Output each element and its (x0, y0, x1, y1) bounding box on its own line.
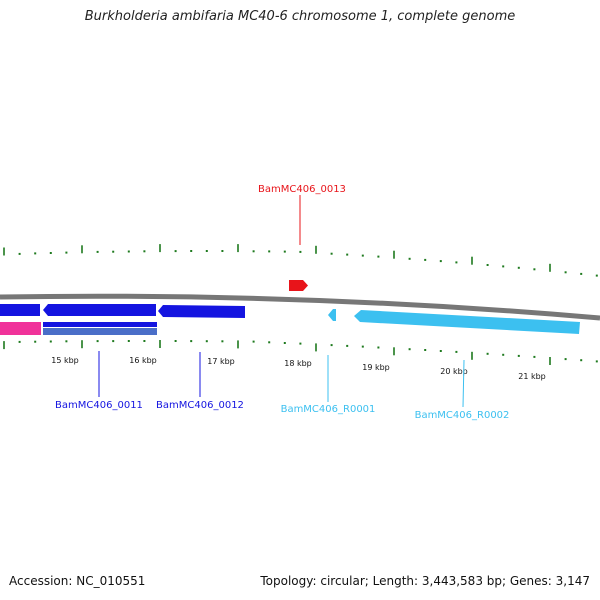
gene-label-BamMC406_0013[interactable]: BamMC406_0013 (258, 184, 346, 195)
annotation-bar-blue[interactable] (43, 322, 157, 335)
scale-label-20kbp: 20 kbp (440, 367, 468, 376)
gene-BamMC406_0013-arrow[interactable] (289, 280, 308, 291)
chromosome-backbone (0, 293, 600, 321)
genome-title: Burkholderia ambifaria MC40-6 chromosome… (84, 9, 516, 24)
gene-arrow-left-edge[interactable] (0, 304, 40, 316)
accession-text: Accession: NC_010551 (9, 574, 146, 588)
gene-label-BamMC406_R0002[interactable]: BamMC406_R0002 (415, 410, 510, 421)
scale-label-15kbp: 15 kbp (51, 356, 79, 365)
scale-label-19kbp: 19 kbp (362, 363, 390, 372)
scale-label-21kbp: 21 kbp (518, 372, 546, 381)
outer-scale-ticks (3, 244, 598, 277)
scale-label-16kbp: 16 kbp (129, 356, 157, 365)
gene-BamMC406_R0002-arrow[interactable] (354, 310, 580, 334)
leader-line-R0002 (462, 359, 465, 408)
gene-BamMC406_R0001-arrow[interactable] (328, 309, 336, 321)
scale-label-17kbp: 17 kbp (207, 357, 235, 366)
scale-label-18kbp: 18 kbp (284, 359, 312, 368)
annotation-bar-pink[interactable] (0, 322, 41, 335)
gene-label-BamMC406_R0001[interactable]: BamMC406_R0001 (281, 404, 376, 415)
genome-stats-text: Topology: circular; Length: 3,443,583 bp… (260, 574, 590, 588)
gene-BamMC406_0012-arrow[interactable] (158, 305, 245, 318)
gene-BamMC406_0011-arrow[interactable] (43, 304, 156, 316)
gene-label-BamMC406_0012[interactable]: BamMC406_0012 (156, 400, 244, 411)
inner-scale-ticks (3, 340, 598, 365)
gene-label-BamMC406_0011[interactable]: BamMC406_0011 (55, 400, 143, 411)
